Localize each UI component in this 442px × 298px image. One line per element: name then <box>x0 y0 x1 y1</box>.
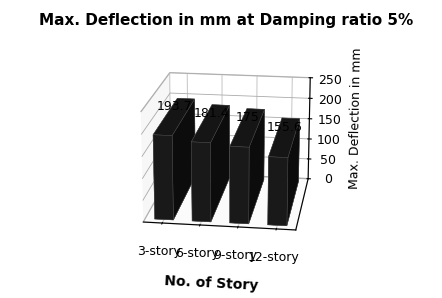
X-axis label: No. of Story: No. of Story <box>164 274 259 292</box>
Title: Max. Deflection in mm at Damping ratio 5%: Max. Deflection in mm at Damping ratio 5… <box>39 13 414 28</box>
